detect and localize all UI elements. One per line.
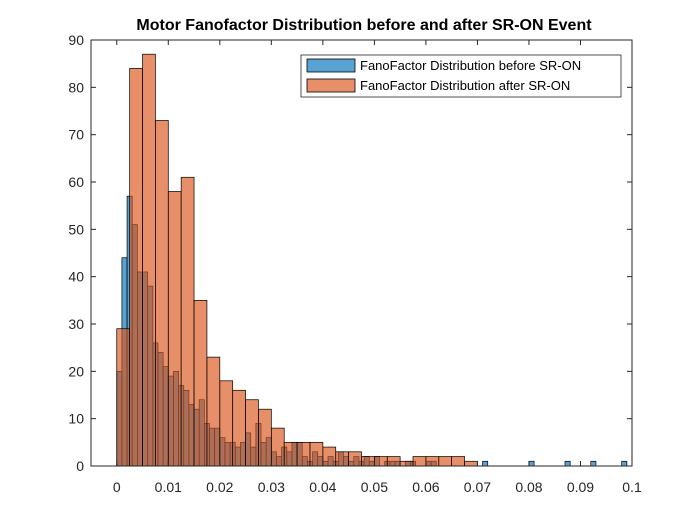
x-tick-label: 0.06 [412, 479, 439, 495]
histogram-bar [245, 399, 259, 467]
histogram-bar [482, 460, 489, 467]
histogram-bar [464, 460, 478, 467]
histogram-bar [374, 456, 388, 467]
x-tick-label: 0.01 [155, 479, 182, 495]
y-tick-label: 30 [68, 316, 84, 332]
histogram-bar [528, 460, 535, 467]
y-tick-label: 50 [68, 221, 84, 237]
x-tick-label: 0.02 [206, 479, 233, 495]
histogram-bar [438, 456, 453, 467]
histogram-bar [399, 460, 414, 467]
histogram-bar [167, 191, 182, 467]
histogram-bar [348, 451, 362, 467]
plot-frame [90, 39, 633, 467]
histogram-bar [258, 408, 272, 467]
histogram-bar [180, 176, 195, 467]
legend-swatch-before [306, 58, 356, 73]
histogram-bar [232, 389, 246, 467]
histogram-bar [425, 456, 440, 467]
x-tick-label: 0.05 [361, 479, 388, 495]
histogram-bar [386, 456, 401, 467]
y-tick-label: 40 [68, 269, 84, 285]
histogram-bar [322, 446, 337, 467]
histogram-bar [270, 427, 285, 467]
histogram-bar [309, 441, 324, 467]
histogram-bar [564, 460, 571, 467]
legend-swatch-after [306, 78, 356, 93]
histogram-bar [219, 380, 234, 467]
histogram-bar [206, 356, 221, 467]
y-tick-label: 20 [68, 363, 84, 379]
chart-title: Motor Fanofactor Distribution before and… [136, 17, 592, 34]
histogram-bar [283, 441, 298, 467]
histogram-bar [451, 456, 465, 467]
histogram-bar [590, 460, 597, 467]
histogram-bar [335, 451, 349, 467]
histogram-bar [412, 456, 427, 467]
x-tick-label: 0.08 [515, 479, 542, 495]
y-tick-label: 0 [76, 458, 84, 474]
y-tick-label: 90 [68, 32, 84, 48]
x-tick-label: 0.09 [567, 479, 594, 495]
y-tick-label: 10 [68, 411, 84, 427]
y-axis: 0 10 20 30 40 50 60 70 80 90 [68, 32, 632, 474]
histogram-bar [621, 460, 628, 467]
legend-label-after: FanoFactor Distribution after SR-ON [360, 78, 570, 93]
histogram-bar [296, 441, 311, 467]
x-tick-label: 0.04 [309, 479, 336, 495]
histogram-bar [142, 53, 156, 467]
histogram-bar [155, 120, 169, 467]
x-axis: 0 0.01 0.02 0.03 0.04 0.05 0.06 0.07 0.08 0.09 0.1 [113, 40, 642, 495]
x-tick-label: 0 [113, 479, 121, 495]
y-tick-label: 70 [68, 127, 84, 143]
histogram-bar [193, 299, 208, 467]
x-tick-label: 0.03 [258, 479, 285, 495]
histogram-bar [129, 68, 143, 467]
y-tick-label: 60 [68, 174, 84, 190]
legend: FanoFactor Distribution before SR-ON Fan… [300, 54, 622, 98]
legend-label-before: FanoFactor Distribution before SR-ON [360, 58, 581, 73]
y-tick-label: 80 [68, 79, 84, 95]
x-tick-label: 0.07 [464, 479, 491, 495]
histogram-bar [361, 456, 375, 467]
x-tick-label: 0.1 [622, 479, 642, 495]
histogram-bar [116, 328, 130, 467]
